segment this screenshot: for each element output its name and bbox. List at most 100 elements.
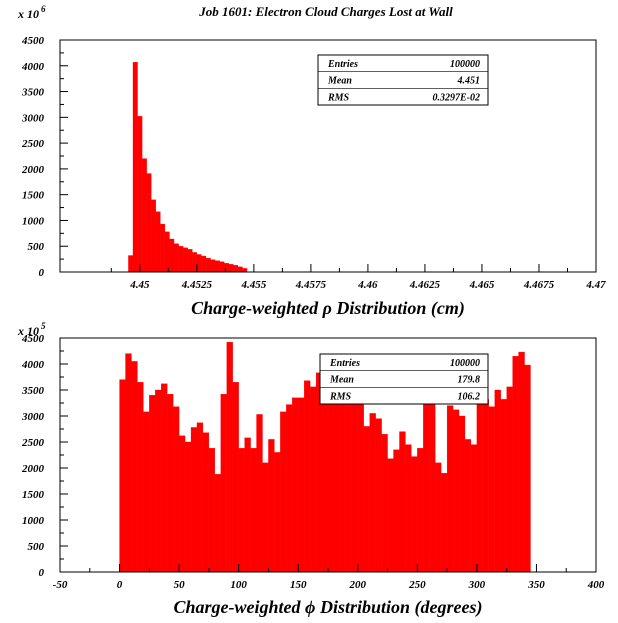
histogram-bar — [228, 264, 234, 273]
histogram-bar — [393, 449, 400, 573]
histogram-bar — [173, 243, 179, 273]
stats-value: 179.8 — [458, 375, 481, 386]
x-tick-label: 0 — [117, 579, 123, 591]
histogram-bar — [369, 413, 376, 573]
histogram-bar — [399, 431, 406, 573]
histogram-bar — [476, 389, 484, 573]
histogram-bar — [500, 399, 507, 573]
histogram-bar — [238, 448, 245, 573]
histogram-bar — [417, 448, 424, 573]
histogram-bar — [149, 395, 156, 573]
histogram-bar — [345, 385, 352, 573]
histogram-bar — [208, 448, 215, 573]
histogram-bar — [220, 394, 227, 573]
histogram-bar — [183, 247, 188, 273]
stats-value: 0.3297E-02 — [433, 92, 481, 103]
stats-value: 100000 — [450, 59, 480, 70]
y-tick-label: 1000 — [22, 515, 45, 527]
histogram-bar — [155, 389, 162, 573]
histogram-bar — [441, 473, 448, 573]
histogram-bar — [173, 406, 180, 573]
stats-box-frame — [317, 54, 489, 106]
histogram-bar — [196, 254, 202, 273]
histogram-bar — [280, 411, 287, 573]
histogram-bar — [119, 379, 126, 573]
y-tick-label: 1500 — [22, 190, 45, 202]
histogram-bar — [482, 399, 489, 573]
histogram-bar — [232, 382, 239, 573]
y-tick-label: 2500 — [21, 437, 45, 449]
histogram-bar — [132, 62, 138, 273]
y-multiplier-exponent: 5 — [41, 321, 46, 331]
x-axis-title: Charge-weighted ϕ Distribution (degrees) — [174, 597, 483, 618]
page-title: Job 1601: Electron Cloud Charges Lost at… — [198, 4, 453, 19]
histogram-bar — [226, 342, 233, 573]
y-tick-label: 0 — [39, 567, 45, 579]
histogram-bar — [160, 223, 166, 273]
histogram-bar — [446, 405, 454, 573]
x-tick-label: 300 — [468, 579, 486, 591]
histogram-bar — [452, 409, 460, 573]
x-tick-label: 4.4575 — [295, 279, 327, 291]
histogram-bar — [137, 116, 143, 273]
histogram-bar — [458, 415, 466, 573]
histogram-bar — [244, 437, 251, 573]
histogram-bar — [268, 439, 275, 573]
stats-box-frame — [319, 353, 489, 405]
histogram-bar — [128, 255, 134, 273]
histogram-bar — [464, 439, 472, 573]
histogram-bar — [131, 361, 138, 573]
histogram-bar — [202, 432, 210, 573]
phi-histogram-panel: 0 500 1000 1500 2000 2500 3000 3500 4000 4500 -50 0… — [17, 321, 605, 618]
stats-label: Mean — [329, 375, 354, 386]
histogram-bar — [161, 383, 168, 573]
y-multiplier-base: x 10 — [17, 324, 39, 338]
y-tick-label: 3000 — [21, 411, 45, 423]
stats-label: RMS — [327, 92, 350, 103]
rho-histogram-panel: 0 500 1000 1500 2000 2500 3000 3500 4000 4500 4.45… — [17, 4, 606, 319]
stats-value: 4.451 — [457, 76, 481, 87]
y-tick-label: 3500 — [21, 87, 45, 99]
y-tick-label: 1000 — [22, 215, 45, 227]
y-tick-label: 4000 — [21, 359, 45, 371]
histogram-bar — [190, 427, 198, 573]
histogram-bar — [167, 394, 174, 573]
histogram-bar — [237, 266, 243, 273]
x-tick-label: 4.46 — [357, 279, 378, 291]
x-tick-label: 4.45 — [129, 279, 150, 291]
histogram-bar — [169, 238, 175, 273]
histogram-bar — [405, 444, 412, 573]
histogram-bar — [470, 444, 478, 573]
histogram-bar — [298, 397, 305, 573]
histogram-bar — [327, 379, 335, 573]
y-tick-label: 0 — [39, 267, 45, 279]
histogram-bar — [242, 268, 248, 273]
y-tick-label: 500 — [28, 541, 45, 553]
histogram-bar — [146, 173, 152, 273]
histogram-bar — [292, 397, 299, 573]
y-tick-label: 2000 — [21, 164, 45, 176]
y-tick-label: 500 — [28, 241, 45, 253]
y-tick-label: 2000 — [21, 463, 45, 475]
stats-label: Mean — [327, 76, 352, 87]
x-tick-label: 200 — [349, 579, 367, 591]
x-tick-label: 4.465 — [469, 279, 495, 291]
histogram-bar — [205, 257, 211, 273]
histogram-bar — [201, 255, 207, 273]
stats-label: Entries — [329, 358, 360, 369]
histogram-bar — [256, 414, 263, 573]
histogram-bar — [357, 379, 364, 573]
y-tick-label: 1500 — [22, 489, 45, 501]
y-tick-label: 3500 — [21, 385, 45, 397]
histogram-bar — [506, 386, 513, 573]
x-tick-label: 4.4625 — [409, 279, 441, 291]
x-tick-label: 4.47 — [585, 279, 606, 291]
histogram-bar — [387, 458, 394, 573]
stats-value: 106.2 — [458, 391, 481, 402]
histogram-bar — [262, 462, 269, 573]
histogram-bar — [155, 211, 161, 273]
histogram-bar — [286, 404, 293, 573]
y-tick-label: 3000 — [21, 112, 45, 124]
x-tick-label: 4.455 — [240, 279, 266, 291]
